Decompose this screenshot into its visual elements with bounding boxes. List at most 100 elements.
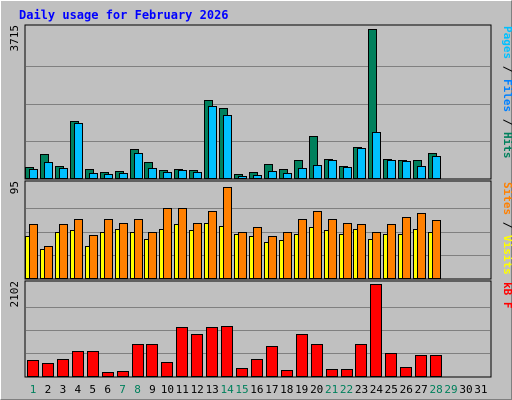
bar-bottom-kb-f-day-3 <box>57 359 69 377</box>
bar-middle-sites-day-16 <box>253 227 262 279</box>
bar-bottom-kb-f-day-15 <box>236 368 248 377</box>
day-label-31: 31 <box>474 383 487 396</box>
bar-bottom-kb-f-day-28 <box>430 355 442 377</box>
bar-top-files-day-19 <box>298 168 307 179</box>
bar-bottom-kb-f-day-6 <box>102 372 114 377</box>
bar-top-files-day-12 <box>193 172 202 179</box>
day-label-26: 26 <box>400 383 413 396</box>
bar-top-files-day-14 <box>223 115 232 179</box>
bar-top-files-day-3 <box>59 168 68 179</box>
bar-bottom-kb-f-day-22 <box>341 369 353 377</box>
bar-bottom-kb-f-day-18 <box>281 370 293 377</box>
day-label-7: 7 <box>119 383 126 396</box>
legend-middle: Sites / Visits <box>501 182 512 275</box>
legend-entry-middle-0: Sites <box>501 182 512 215</box>
bar-middle-sites-day-7 <box>119 223 128 279</box>
bar-top-files-day-27 <box>417 166 426 179</box>
bar-middle-sites-day-4 <box>74 219 83 279</box>
bar-bottom-kb-f-day-20 <box>311 344 323 377</box>
bar-top-files-day-9 <box>148 168 157 179</box>
bar-bottom-kb-f-day-10 <box>161 362 173 377</box>
bar-top-files-day-22 <box>343 167 352 179</box>
day-label-17: 17 <box>265 383 278 396</box>
bar-top-files-day-18 <box>283 173 292 179</box>
bar-middle-sites-day-27 <box>417 213 426 279</box>
bar-middle-sites-day-19 <box>298 219 307 279</box>
bar-bottom-kb-f-day-2 <box>42 363 54 377</box>
bar-top-files-day-7 <box>119 173 128 179</box>
bar-middle-sites-day-6 <box>104 219 113 279</box>
day-label-5: 5 <box>89 383 96 396</box>
bar-bottom-kb-f-day-7 <box>117 371 129 377</box>
bar-bottom-kb-f-day-21 <box>326 369 338 377</box>
bar-middle-sites-day-5 <box>89 235 98 279</box>
bar-bottom-kb-f-day-11 <box>176 327 188 377</box>
day-label-9: 9 <box>149 383 156 396</box>
bar-bottom-kb-f-day-1 <box>27 360 39 377</box>
day-label-18: 18 <box>280 383 293 396</box>
ymax-label-top: 3715 <box>8 25 21 52</box>
bar-top-files-day-4 <box>74 123 83 179</box>
bar-bottom-kb-f-day-26 <box>400 367 412 377</box>
legend-top: Pages / Files / Hits <box>501 26 512 159</box>
bar-bottom-kb-f-day-8 <box>132 344 144 377</box>
bar-middle-sites-day-18 <box>283 232 292 279</box>
ymax-label-middle: 95 <box>8 181 21 194</box>
day-label-20: 20 <box>310 383 323 396</box>
bar-middle-sites-day-21 <box>328 219 337 279</box>
bar-top-files-day-23 <box>357 148 366 179</box>
bar-middle-sites-day-2 <box>44 246 53 279</box>
bar-bottom-kb-f-day-5 <box>87 351 99 377</box>
bar-middle-sites-day-9 <box>148 232 157 279</box>
day-label-16: 16 <box>250 383 263 396</box>
bar-bottom-kb-f-day-9 <box>146 344 158 377</box>
bar-bottom-kb-f-day-16 <box>251 359 263 377</box>
bar-bottom-kb-f-day-25 <box>385 353 397 377</box>
bar-middle-sites-day-20 <box>313 211 322 279</box>
bar-middle-sites-day-13 <box>208 211 217 279</box>
plot-panel-top <box>24 24 492 180</box>
bar-top-files-day-16 <box>253 175 262 179</box>
bar-middle-sites-day-1 <box>29 224 38 279</box>
day-label-27: 27 <box>415 383 428 396</box>
day-label-22: 22 <box>340 383 353 396</box>
day-label-2: 2 <box>45 383 52 396</box>
bar-middle-sites-day-14 <box>223 187 232 279</box>
day-label-1: 1 <box>30 383 37 396</box>
bar-top-files-day-24 <box>372 132 381 179</box>
day-label-19: 19 <box>295 383 308 396</box>
bar-top-files-day-10 <box>163 172 172 179</box>
bar-top-files-day-21 <box>328 160 337 179</box>
day-label-29: 29 <box>444 383 457 396</box>
bar-middle-sites-day-11 <box>178 208 187 279</box>
day-label-6: 6 <box>104 383 111 396</box>
bar-top-files-day-1 <box>29 169 38 179</box>
ymax-label-bottom: 2102 <box>8 281 21 308</box>
legend-entry-bottom-0: kB F <box>501 282 512 309</box>
bar-top-files-day-2 <box>44 162 53 179</box>
bar-middle-sites-day-12 <box>193 223 202 279</box>
bar-top-files-day-26 <box>402 161 411 179</box>
legend-entry-middle-2: Visits <box>501 235 512 275</box>
day-label-24: 24 <box>370 383 384 396</box>
bar-middle-sites-day-3 <box>59 224 68 279</box>
bar-top-files-day-11 <box>178 170 187 179</box>
bar-top-files-day-15 <box>238 176 247 179</box>
bar-top-files-day-17 <box>268 171 277 179</box>
bar-middle-sites-day-10 <box>163 208 172 279</box>
bar-middle-sites-day-25 <box>387 224 396 279</box>
bar-top-files-day-6 <box>104 174 113 179</box>
legend-entry-top-2: Files <box>501 79 512 112</box>
day-label-25: 25 <box>385 383 398 396</box>
bar-top-files-day-8 <box>134 153 143 179</box>
bar-bottom-kb-f-day-23 <box>355 344 367 377</box>
legend-entry-top-3: / <box>501 112 512 132</box>
bar-middle-sites-day-17 <box>268 236 277 279</box>
bar-middle-sites-day-8 <box>134 219 143 279</box>
bar-middle-sites-day-23 <box>357 224 366 279</box>
bar-middle-sites-day-28 <box>432 220 441 279</box>
day-label-15: 15 <box>235 383 248 396</box>
legend-entry-middle-1: / <box>501 215 512 235</box>
